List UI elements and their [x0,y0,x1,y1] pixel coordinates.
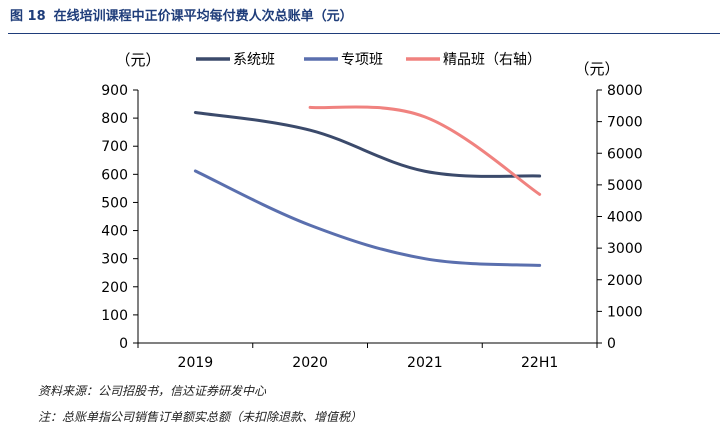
chart-legend: 系统班 专项班 精品班（右轴） [196,52,541,68]
right-axis-label: （元） [574,60,619,78]
right-tick-label: 6000 [607,146,643,162]
legend-item-2: 专项班 [304,52,383,68]
series-line-3 [308,105,542,196]
left-tick-label: 800 [101,111,128,127]
right-tick-label: 7000 [607,115,643,131]
chart-series [193,105,542,267]
right-tick-label: 5000 [607,178,643,194]
x-tick-label: 2019 [178,355,214,371]
series-line-1 [193,110,542,178]
right-tick-label: 3000 [607,241,643,257]
right-tick-label: 4000 [607,210,643,226]
left-tick-label: 0 [119,336,128,352]
right-tick-label: 1000 [607,304,643,320]
legend-label-1: 系统班 [233,52,275,68]
chart-axes: 0 100 200 300 400 500 600 700 800 900 0 1000 2000 300… [101,51,642,371]
left-tick-label: 900 [101,83,128,99]
legend-item-3: 精品班（右轴） [406,52,541,68]
left-tick-label: 600 [101,167,128,183]
left-tick-label: 300 [101,252,128,268]
x-tick-label: 2021 [407,355,443,371]
right-tick-label: 0 [607,336,616,352]
left-tick-label: 700 [101,139,128,155]
figure-title-text: 在线培训课程中正价课平均每付费人次总账单（元） [53,9,353,24]
x-tick-label: 2020 [292,355,328,371]
legend-label-2: 专项班 [341,52,383,68]
left-tick-label: 500 [101,195,128,211]
footnote: 注：总账单指公司销售订单额实总额（未扣除退款、增值税） [38,410,363,422]
right-tick-label: 8000 [607,83,643,99]
figure-number: 图 18 [10,9,46,24]
left-tick-label: 400 [101,224,128,240]
legend-label-3: 精品班（右轴） [443,52,541,68]
series-line-2 [193,169,542,267]
left-tick-label: 200 [101,280,128,296]
figure-title: 图 18 在线培训课程中正价课平均每付费人次总账单（元） [8,8,720,34]
legend-item-1: 系统班 [196,52,275,68]
x-tick-label: 22H1 [521,355,558,371]
right-tick-label: 2000 [607,273,643,289]
source-note: 资料来源：公司招股书，信达证券研发中心 [38,384,267,398]
left-tick-label: 100 [101,308,128,324]
left-axis-label: （元） [115,51,160,69]
